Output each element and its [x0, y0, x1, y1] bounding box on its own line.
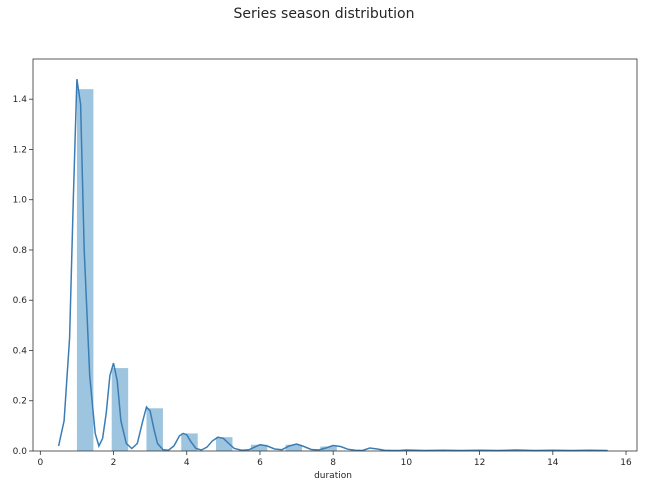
y-tick-label: 0.2: [13, 397, 27, 407]
histogram-bar: [216, 437, 233, 451]
histogram-bar: [320, 446, 337, 451]
x-tick-label: 8: [330, 458, 336, 468]
histogram-bar: [285, 444, 303, 451]
y-tick-label: 1.0: [13, 196, 28, 206]
x-tick-label: 16: [620, 458, 632, 468]
x-tick-label: 14: [547, 458, 559, 468]
density-line: [57, 78, 608, 452]
histogram-bar: [250, 444, 268, 451]
x-tick-label: 10: [401, 458, 413, 468]
y-tick-label: 1.2: [13, 145, 27, 155]
x-tick-label: 2: [111, 458, 117, 468]
x-axis-label: duration: [314, 471, 352, 481]
y-tick-label: 1.4: [13, 95, 28, 105]
plot-area: 0 2 4 6 8 10 12 14 16 0.0 0.2 0.4 0.6 0.8 1.0 1.2 1.4: [13, 58, 638, 468]
x-tick-label: 6: [257, 458, 263, 468]
x-tick-label: 0: [37, 458, 43, 468]
y-tick-label: 0.6: [13, 296, 28, 306]
x-tick-label: 12: [474, 458, 485, 468]
chart-title: Series season distribution: [234, 6, 415, 22]
plot-frame: [32, 58, 638, 452]
y-tick-label: 0.8: [13, 246, 28, 256]
x-tick-label: 4: [184, 458, 190, 468]
y-tick-label: 0.4: [13, 346, 28, 356]
y-tick-label: 0.0: [13, 447, 28, 457]
